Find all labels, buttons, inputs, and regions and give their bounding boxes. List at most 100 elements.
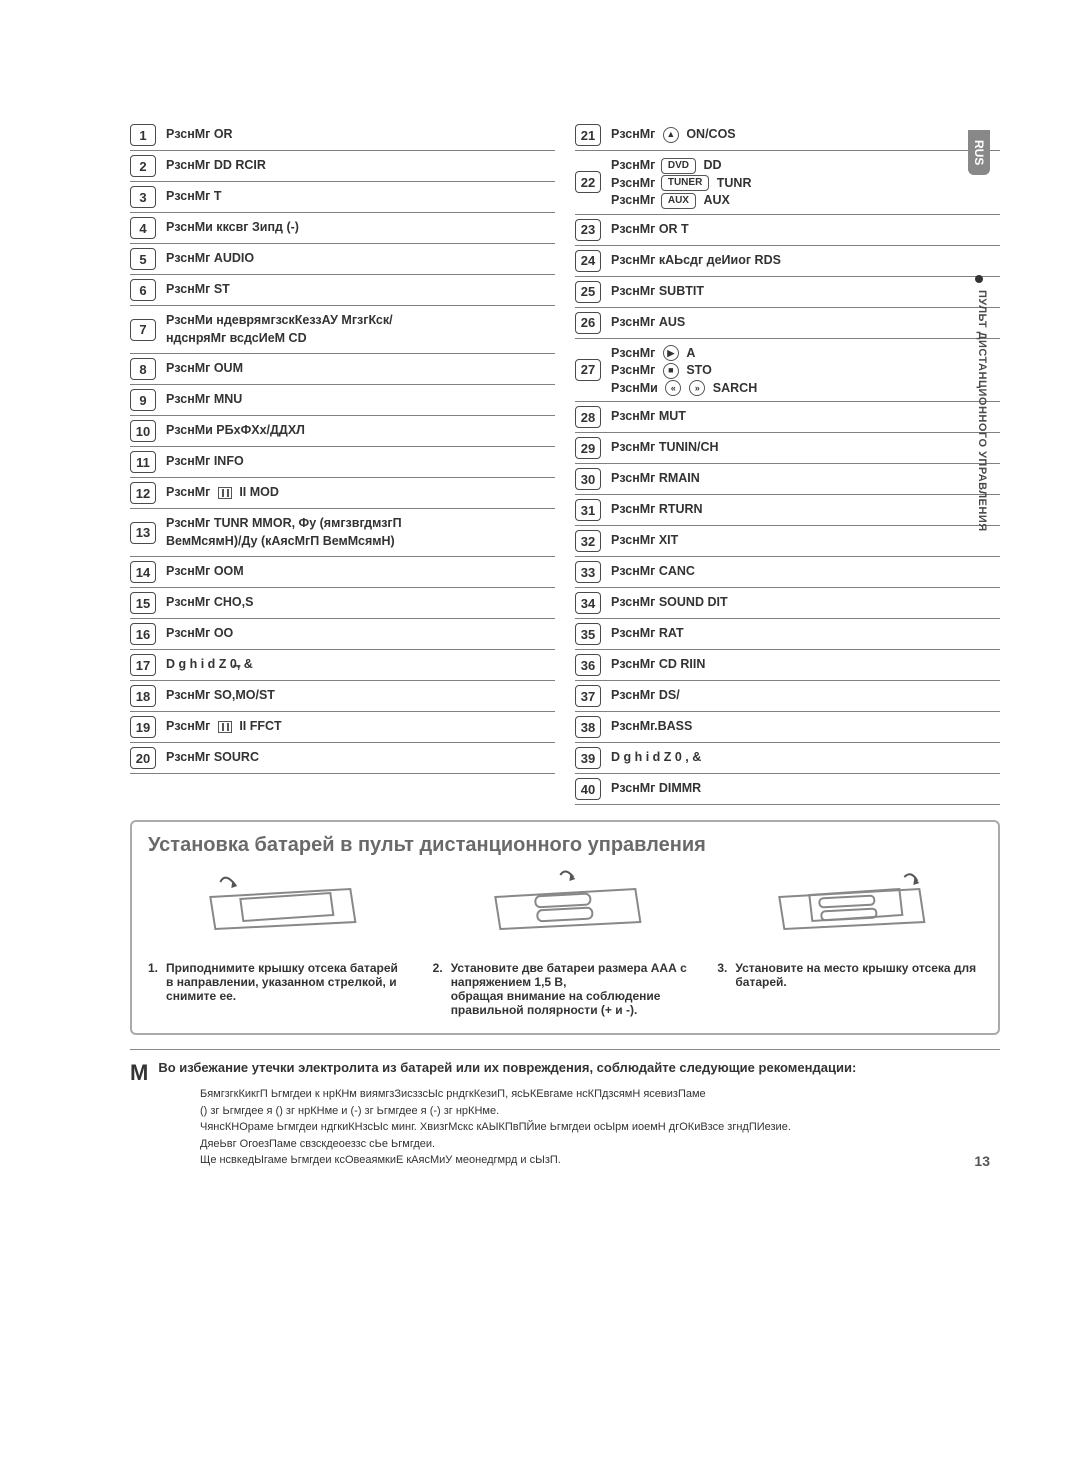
item-number: 31 xyxy=(575,499,601,521)
item-number: 39 xyxy=(575,747,601,769)
item-number: 3 xyxy=(130,186,156,208)
battery-steps: 1.Приподнимите крышку отсека батарейв на… xyxy=(148,961,982,1017)
reference-item: 10РзснМи РБхФХх/ДДХЛ xyxy=(130,416,555,447)
item-label: РзснМг XIT xyxy=(611,530,678,550)
item-number: 28 xyxy=(575,406,601,428)
reference-item: 35РзснМг RAT xyxy=(575,619,1000,650)
battery-title: Установка батарей в пульт дистанционного… xyxy=(148,834,982,857)
item-number: 27 xyxy=(575,359,601,381)
reference-item: 28РзснМг MUT xyxy=(575,402,1000,433)
reference-item: 36 РзснМг CD RIIN xyxy=(575,650,1000,681)
item-label: РзснМг T xyxy=(166,186,221,206)
item-label: РзснМг OR xyxy=(166,124,233,144)
reference-item: 2РзснМг DD RCIR xyxy=(130,151,555,182)
reference-item: 26РзснМг AUS xyxy=(575,308,1000,339)
item-label: РзснМг DVD DDРзснМг TUNER TUNRРзснМг AUX… xyxy=(611,155,752,210)
reference-item: 9 РзснМг MNU xyxy=(130,385,555,416)
item-number: 14 xyxy=(130,561,156,583)
reference-item: 34 РзснМг SOUND DIT xyxy=(575,588,1000,619)
reference-item: 12 РзснМг II MOD xyxy=(130,478,555,509)
item-label: РзснМг RMAIN xyxy=(611,468,700,488)
item-number: 19 xyxy=(130,716,156,738)
item-number: 16 xyxy=(130,623,156,645)
left-column: 1РзснМг OR2РзснМг DD RCIR3РзснМг T4РзснМ… xyxy=(130,120,555,805)
item-label: РзснМг DIMMR xyxy=(611,778,701,798)
item-number: 25 xyxy=(575,281,601,303)
item-number: 1 xyxy=(130,124,156,146)
caution-section: M Во избежание утечки электролита из бат… xyxy=(130,1049,1000,1169)
item-label: РзснМг II MOD xyxy=(166,482,279,502)
item-number: 37 xyxy=(575,685,601,707)
reference-item: 22РзснМг DVD DDРзснМг TUNER TUNRРзснМг A… xyxy=(575,151,1000,215)
item-label: РзснМг ▶ AРзснМг ■ STOРзснМи «» SARCH xyxy=(611,343,757,398)
item-number: 33 xyxy=(575,561,601,583)
reference-item: 14 РзснМг OOM xyxy=(130,557,555,588)
item-number: 29 xyxy=(575,437,601,459)
page-number: 13 xyxy=(974,1153,990,1169)
item-label: РзснМг ▲ ON/COS xyxy=(611,124,736,144)
reference-item: 19 РзснМг II FFCT xyxy=(130,712,555,743)
item-number: 34 xyxy=(575,592,601,614)
item-label: РзснМг кАЬсдг деИиог RDS xyxy=(611,250,781,270)
item-label: РзснМг II FFCT xyxy=(166,716,282,736)
reference-item: 6 РзснМг ST xyxy=(130,275,555,306)
reference-item: 20РзснМг SOURC xyxy=(130,743,555,774)
reference-item: 7РзснМи ндеврямгзскКеззАУ МгзгКск/ндснря… xyxy=(130,306,555,354)
item-label: РзснМг TUNIN/CH xyxy=(611,437,719,457)
item-label: РзснМг RTURN xyxy=(611,499,703,519)
item-label: РзснМг CHO,S xyxy=(166,592,253,612)
side-bullet xyxy=(975,275,983,283)
item-number: 15 xyxy=(130,592,156,614)
item-label: D g h i d Z 0̶, & xyxy=(166,654,253,674)
item-label: РзснМг ST xyxy=(166,279,230,299)
reference-item: 32РзснМг XIT xyxy=(575,526,1000,557)
battery-step: 1.Приподнимите крышку отсека батарейв на… xyxy=(148,961,413,1017)
item-label: РзснМг AUS xyxy=(611,312,685,332)
item-label: РзснМг OOM xyxy=(166,561,244,581)
item-label: РзснМг SO,MO/ST xyxy=(166,685,275,705)
battery-step: 3.Установите на место крышку отсека для … xyxy=(717,961,982,1017)
reference-item: 5РзснМг AUDIO xyxy=(130,244,555,275)
item-number: 36 xyxy=(575,654,601,676)
item-number: 9 xyxy=(130,389,156,411)
reference-item: 39D g h i d Z 0 , & xyxy=(575,743,1000,774)
item-label: РзснМг DD RCIR xyxy=(166,155,266,175)
item-number: 10 xyxy=(130,420,156,442)
item-label: РзснМг TUNR MMOR, Фу (ямгзвгдмзгПВемМсям… xyxy=(166,513,402,550)
reference-item: 13 РзснМг TUNR MMOR, Фу (ямгзвгдмзгПВемМс… xyxy=(130,509,555,557)
reference-item: 11РзснМг INFO xyxy=(130,447,555,478)
item-label: РзснМг MNU xyxy=(166,389,242,409)
item-label: РзснМг DS/ xyxy=(611,685,680,705)
reference-item: 18 РзснМг SO,MO/ST xyxy=(130,681,555,712)
item-label: РзснМг SOURC xyxy=(166,747,259,767)
item-label: РзснМи кксвг Зипд (-) xyxy=(166,217,299,237)
item-label: РзснМг OO xyxy=(166,623,233,643)
item-label: РзснМг CD RIIN xyxy=(611,654,705,674)
button-reference-columns: 1РзснМг OR2РзснМг DD RCIR3РзснМг T4РзснМ… xyxy=(130,120,1000,805)
item-number: 11 xyxy=(130,451,156,473)
item-label: РзснМг SOUND DIT xyxy=(611,592,728,612)
item-number: 6 xyxy=(130,279,156,301)
caution-title: Во избежание утечки электролита из батар… xyxy=(158,1060,856,1075)
item-number: 23 xyxy=(575,219,601,241)
reference-item: 31 РзснМг RTURN xyxy=(575,495,1000,526)
item-label: РзснМг.BASS xyxy=(611,716,692,736)
item-number: 24 xyxy=(575,250,601,272)
reference-item: 21РзснМг ▲ ON/COS xyxy=(575,120,1000,151)
reference-item: 24 РзснМг кАЬсдг деИиог RDS xyxy=(575,246,1000,277)
reference-item: 16 РзснМг OO xyxy=(130,619,555,650)
reference-item: 29 РзснМг TUNIN/CH xyxy=(575,433,1000,464)
item-number: 12 xyxy=(130,482,156,504)
caution-letter: M xyxy=(130,1060,148,1086)
reference-item: 30РзснМг RMAIN xyxy=(575,464,1000,495)
battery-step3-image xyxy=(717,867,982,947)
item-label: РзснМг OUM xyxy=(166,358,243,378)
reference-item: 23РзснМг OR T xyxy=(575,215,1000,246)
reference-item: 3 РзснМг T xyxy=(130,182,555,213)
reference-item: 8РзснМг OUM xyxy=(130,354,555,385)
item-number: 13 xyxy=(130,522,156,544)
item-number: 18 xyxy=(130,685,156,707)
reference-item: 17D g h i d Z 0̶, & xyxy=(130,650,555,681)
reference-item: 15 РзснМг CHO,S xyxy=(130,588,555,619)
item-number: 38 xyxy=(575,716,601,738)
